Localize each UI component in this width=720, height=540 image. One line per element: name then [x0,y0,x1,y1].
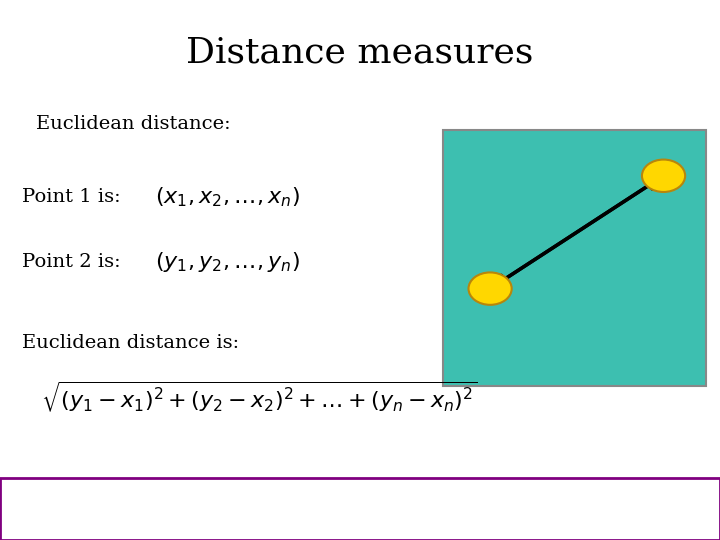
Text: Distance measures: Distance measures [186,35,534,69]
Circle shape [642,160,685,192]
Text: Point 2 is:: Point 2 is: [22,253,120,271]
Text: $(x_1, x_2, \ldots, x_n)$: $(x_1, x_2, \ldots, x_n)$ [155,185,300,209]
Circle shape [469,272,512,305]
Text: $(y_1, y_2, \ldots, y_n)$: $(y_1, y_2, \ldots, y_n)$ [155,250,300,274]
Text: $\sqrt{(y_1 - x_1)^2 + (y_2 - x_2)^2 + \ldots + (y_n - x_n)^2}$: $\sqrt{(y_1 - x_1)^2 + (y_2 - x_2)^2 + \… [41,380,477,414]
Text: These slides and related resources:   http://www.macs.hw.ac.uk/~dwcorne/Teaching: These slides and related resources: http… [14,513,613,526]
Bar [0,478,720,540]
Text: Euclidean distance is:: Euclidean distance is: [22,334,239,352]
Text: Euclidean distance:: Euclidean distance: [36,115,230,133]
Bar [443,130,706,386]
Text: Point 1 is:: Point 1 is: [22,188,120,206]
Text: David Corne, and Nick Taylor,  Heriot-Watt University  -  dwcorne@gmail.com: David Corne, and Nick Taylor, Heriot-Wat… [14,489,498,502]
